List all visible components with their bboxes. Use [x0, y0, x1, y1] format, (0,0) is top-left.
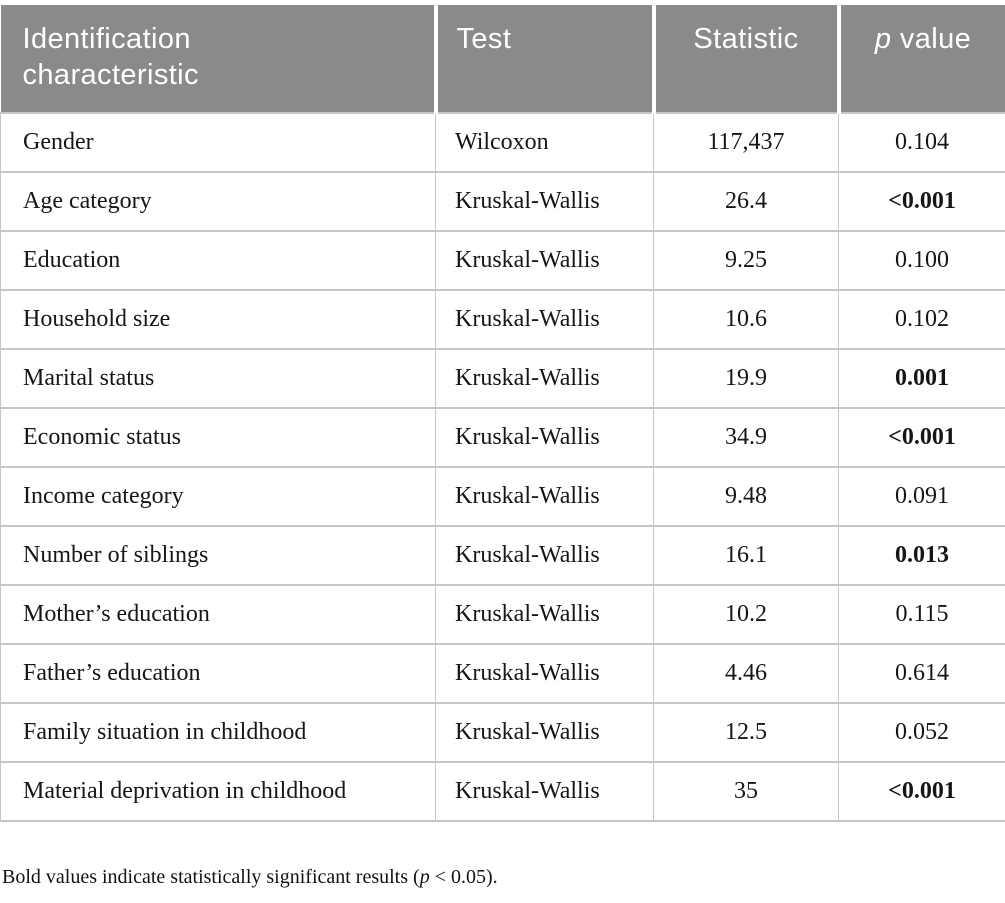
table-footnote: Bold values indicate statistically signi…: [2, 866, 498, 889]
column-header-label: Statistic: [693, 23, 799, 55]
column-header-label: value: [891, 23, 972, 55]
cell-p-value: 0.115: [838, 584, 1005, 645]
cell-statistic: 19.9: [653, 348, 839, 409]
column-header-statistic: Statistic: [651, 5, 839, 113]
cell-test: Kruskal-Wallis: [435, 348, 654, 409]
table-row: Income category Kruskal-Wallis 9.48 0.09…: [0, 466, 1005, 527]
cell-test: Kruskal-Wallis: [435, 702, 654, 763]
table-row: Household size Kruskal-Wallis 10.6 0.102: [0, 289, 1005, 350]
cell-p-value: 0.091: [838, 466, 1005, 527]
table-row: Marital status Kruskal-Wallis 19.9 0.001: [0, 348, 1005, 409]
cell-p-value: 0.052: [838, 702, 1005, 763]
cell-p-value: <0.001: [838, 171, 1005, 232]
cell-p-value: <0.001: [838, 407, 1005, 468]
cell-test: Kruskal-Wallis: [435, 584, 654, 645]
table-row: Father’s education Kruskal-Wallis 4.46 0…: [0, 643, 1005, 704]
cell-characteristic: Household size: [0, 289, 436, 350]
cell-characteristic: Education: [0, 230, 436, 291]
column-header-identification-characteristic: Identification characteristic: [0, 5, 436, 113]
cell-characteristic: Age category: [0, 171, 436, 232]
cell-characteristic: Father’s education: [0, 643, 436, 704]
statistics-table: Identification characteristic Test Stati…: [0, 5, 1005, 822]
cell-statistic: 26.4: [653, 171, 839, 232]
table-row: Gender Wilcoxon 117,437 0.104: [0, 112, 1005, 173]
cell-test: Kruskal-Wallis: [435, 466, 654, 527]
cell-test: Wilcoxon: [435, 112, 654, 173]
cell-test: Kruskal-Wallis: [435, 230, 654, 291]
p-italic-symbol: p: [419, 866, 430, 888]
cell-characteristic: Income category: [0, 466, 436, 527]
cell-test: Kruskal-Wallis: [435, 171, 654, 232]
cell-statistic: 10.2: [653, 584, 839, 645]
table-row: Economic status Kruskal-Wallis 34.9 <0.0…: [0, 407, 1005, 468]
cell-statistic: 9.25: [653, 230, 839, 291]
cell-test: Kruskal-Wallis: [435, 643, 654, 704]
cell-test: Kruskal-Wallis: [435, 525, 654, 586]
cell-p-value: 0.102: [838, 289, 1005, 350]
table-row: Material deprivation in childhood Kruska…: [0, 761, 1005, 822]
cell-p-value: 0.013: [838, 525, 1005, 586]
cell-p-value: 0.104: [838, 112, 1005, 173]
cell-p-value: 0.100: [838, 230, 1005, 291]
cell-test: Kruskal-Wallis: [435, 761, 654, 822]
table-row: Education Kruskal-Wallis 9.25 0.100: [0, 230, 1005, 291]
table-header: Identification characteristic Test Stati…: [0, 5, 1005, 113]
column-header-test: Test: [433, 5, 654, 113]
cell-characteristic: Marital status: [0, 348, 436, 409]
footnote-suffix: < 0.05).: [429, 866, 498, 888]
cell-characteristic: Number of siblings: [0, 525, 436, 586]
cell-statistic: 10.6: [653, 289, 839, 350]
column-header-p-value: p value: [836, 5, 1005, 113]
cell-statistic: 34.9: [653, 407, 839, 468]
table-row: Family situation in childhood Kruskal-Wa…: [0, 702, 1005, 763]
cell-characteristic: Material deprivation in childhood: [0, 761, 436, 822]
table-row: Age category Kruskal-Wallis 26.4 <0.001: [0, 171, 1005, 232]
cell-characteristic: Economic status: [0, 407, 436, 468]
column-header-label: Identification characteristic: [22, 23, 199, 91]
cell-p-value: 0.001: [838, 348, 1005, 409]
table-body: Gender Wilcoxon 117,437 0.104 Age catego…: [0, 112, 1005, 822]
header-row: Identification characteristic Test Stati…: [0, 5, 1005, 113]
cell-characteristic: Gender: [0, 112, 436, 173]
p-italic-symbol: p: [874, 23, 892, 55]
cell-p-value: 0.614: [838, 643, 1005, 704]
cell-statistic: 12.5: [653, 702, 839, 763]
cell-statistic: 117,437: [653, 112, 839, 173]
table-row: Number of siblings Kruskal-Wallis 16.1 0…: [0, 525, 1005, 586]
cell-characteristic: Mother’s education: [0, 584, 436, 645]
table-row: Mother’s education Kruskal-Wallis 10.2 0…: [0, 584, 1005, 645]
cell-test: Kruskal-Wallis: [435, 407, 654, 468]
cell-statistic: 9.48: [653, 466, 839, 527]
cell-p-value: <0.001: [838, 761, 1005, 822]
cell-test: Kruskal-Wallis: [435, 289, 654, 350]
column-header-label: Test: [456, 23, 512, 55]
cell-statistic: 4.46: [653, 643, 839, 704]
cell-characteristic: Family situation in childhood: [0, 702, 436, 763]
cell-statistic: 35: [653, 761, 839, 822]
cell-statistic: 16.1: [653, 525, 839, 586]
footnote-prefix: Bold values indicate statistically signi…: [2, 866, 420, 888]
